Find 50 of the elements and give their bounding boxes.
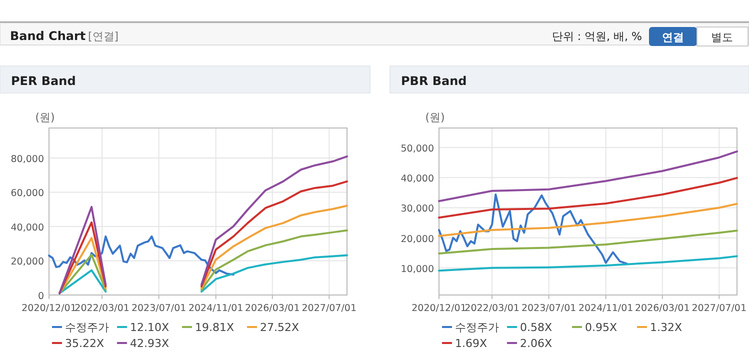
legend-label: 35.22X — [65, 337, 104, 350]
text: 단위 : 억원, 배, % — [552, 30, 642, 43]
toggle-button: 별도 — [696, 26, 748, 46]
x-tick-label: 2020/12/01 — [412, 303, 466, 314]
legend-label: 수정주가 — [455, 321, 499, 334]
chart-title: PBR Band — [401, 74, 467, 88]
x-tick-label: 2023/07/01 — [131, 303, 186, 314]
x-tick-label: 2027/07/01 — [302, 303, 357, 314]
y-tick-label: 0 — [38, 291, 44, 302]
y-tick-label: 60,000 — [10, 188, 44, 200]
y-tick-label: 50,000 — [400, 144, 434, 155]
legend-label: 42.93X — [130, 337, 170, 350]
x-tick-label: 2026/03/01 — [635, 303, 690, 314]
x-tick-label: 2022/03/01 — [464, 303, 520, 314]
x-tick-label: 2023/07/01 — [521, 303, 576, 314]
legend-label: 0.95X — [585, 321, 618, 334]
toggle-button: 연결 — [649, 27, 697, 46]
legend-label: 1.69X — [455, 337, 488, 350]
legend-label: 수정주가 — [65, 321, 109, 334]
text: [연결] — [88, 30, 119, 43]
x-tick-label: 2026/03/01 — [245, 303, 300, 314]
legend-label: 12.10X — [130, 321, 170, 334]
x-tick-label: 2020/12/01 — [22, 303, 76, 314]
legend-label: 27.52X — [260, 321, 300, 334]
y-tick-label: 40,000 — [10, 222, 44, 234]
legend-label: 1.32X — [650, 321, 682, 334]
x-tick-label: 2027/07/01 — [692, 303, 747, 314]
y-tick-label: 30,000 — [400, 204, 434, 215]
y-tick-label: 10,000 — [400, 264, 434, 275]
y-tick-label: 80,000 — [10, 154, 44, 165]
y-tick-label: 40,000 — [400, 174, 434, 185]
line-series — [438, 230, 738, 254]
x-tick-label: 2024/11/01 — [578, 303, 634, 314]
line-series — [438, 150, 738, 202]
legend-label: 19.81X — [195, 321, 234, 334]
y-tick-label: 20,000 — [400, 234, 434, 245]
text: Band Chart — [10, 29, 86, 43]
y-axis-title: (원) — [35, 111, 55, 124]
legend-label: 0.58X — [520, 321, 552, 334]
line-series — [438, 176, 738, 219]
line-series — [438, 194, 628, 265]
chart-title: PER Band — [11, 74, 76, 88]
y-axis-title: (원) — [425, 111, 445, 124]
x-tick-label: 2024/11/01 — [188, 303, 244, 314]
line-series — [48, 235, 234, 276]
x-tick-label: 2022/03/01 — [74, 303, 130, 314]
legend-label: 2.06X — [520, 337, 552, 350]
line-series — [438, 202, 738, 238]
y-tick-label: 20,000 — [10, 256, 44, 268]
line-series — [438, 255, 738, 272]
